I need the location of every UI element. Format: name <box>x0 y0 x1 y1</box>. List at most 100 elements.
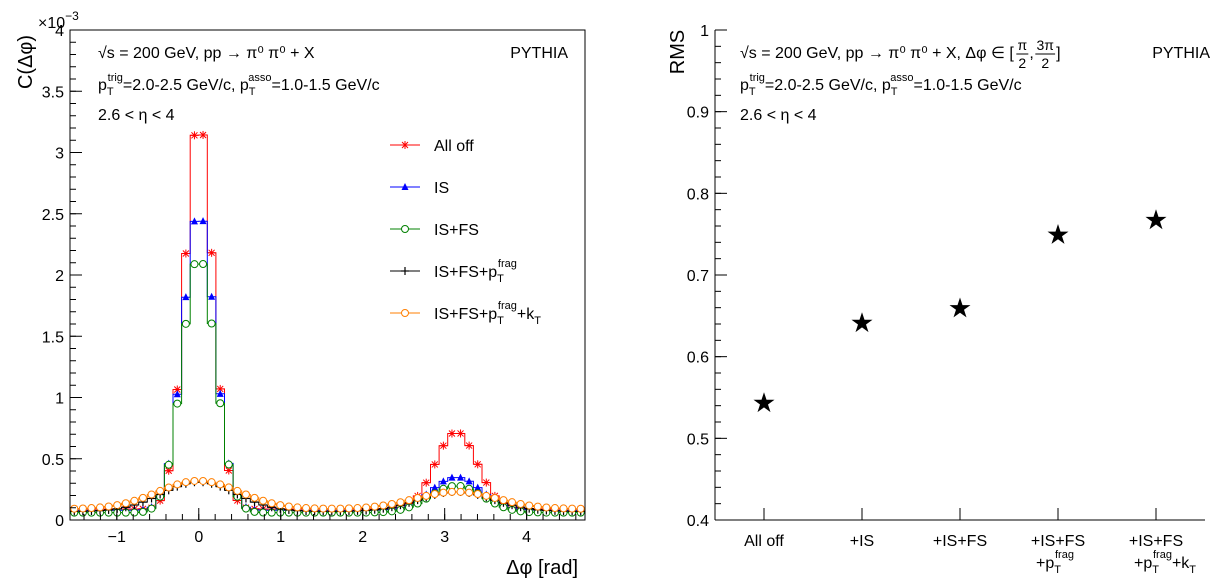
legend-entry-0: All off <box>390 138 474 155</box>
right-x-category-label: +IS+FS <box>1129 533 1183 550</box>
left-legend: All offISIS+FSIS+FS+pTfragIS+FS+pTfrag+k… <box>390 138 541 327</box>
left-series-point <box>413 493 422 502</box>
right-y-tick-label: 1 <box>700 23 709 40</box>
left-series-2 <box>70 259 585 517</box>
legend-label: IS+FS <box>434 222 479 239</box>
left-series-point <box>379 501 388 510</box>
left-series-point <box>499 496 508 505</box>
left-series-point <box>465 442 473 449</box>
rms-point-star <box>753 392 775 413</box>
left-y-tick-label: 0.5 <box>42 452 64 469</box>
left-curves-layer <box>70 130 585 517</box>
right-axes-layer: 0.4 0.5 0.6 0.7 0.8 0.9 1 All off +IS +IS+FS +IS+F… <box>687 23 1205 576</box>
right-x-category-sup: frag <box>1153 549 1172 561</box>
left-series-point <box>362 503 371 512</box>
left-series-point <box>293 503 302 512</box>
left-series-point <box>336 504 345 513</box>
left-x-tick-label: 1 <box>276 529 285 546</box>
left-series-point <box>456 487 465 496</box>
left-series-point <box>550 504 559 513</box>
legend-label-text: IS <box>434 180 449 197</box>
left-series-point <box>216 385 224 393</box>
left-info-line2: pTtrig=2.0-2.5 GeV/c, pTasso=1.0-1.5 GeV… <box>98 72 380 98</box>
left-series-point <box>70 504 79 513</box>
fraction-close-bracket: ] <box>1056 45 1060 62</box>
left-series-point <box>250 493 259 502</box>
legend-label-text: IS+FS+p <box>434 306 497 323</box>
right-y-tick-label: 0.9 <box>687 105 709 122</box>
right-x-category-text: +p <box>1134 555 1152 572</box>
left-series-point <box>353 504 362 513</box>
fraction-denominator: 2 <box>1041 55 1049 71</box>
left-series-point <box>181 478 190 487</box>
right-x-category-sub: T <box>1152 564 1159 576</box>
left-series-point <box>440 442 447 450</box>
left-series-point <box>267 499 276 508</box>
rms-point-star <box>1047 224 1069 244</box>
left-series-point <box>422 491 431 500</box>
legend-entry-1: IS <box>390 180 449 197</box>
left-generator-label: PYTHIA <box>510 45 568 62</box>
legend-entry-4: IS+FS+pTfrag+kT <box>390 300 541 327</box>
right-x-category-label: All off <box>744 533 784 550</box>
left-series-point <box>250 507 259 516</box>
legend-entry-2: IS+FS <box>390 222 479 239</box>
right-x-category-sub: T <box>1189 564 1196 576</box>
left-x-axis-title: Δφ [rad] <box>506 557 578 579</box>
left-y-tick-label: 4 <box>55 23 64 40</box>
right-x-category-sub: T <box>1054 564 1061 576</box>
left-y-tick-label: 2.5 <box>42 207 64 224</box>
left-series-0 <box>70 130 585 513</box>
left-series-point <box>431 483 439 491</box>
left-series-point <box>310 504 319 513</box>
legend-label: IS <box>434 180 449 197</box>
left-y-tick-label: 0 <box>55 513 64 530</box>
left-series-point <box>439 488 448 497</box>
left-y-tick-label: 3 <box>55 146 64 163</box>
left-series-point <box>465 488 474 497</box>
left-x-tick-label: −1 <box>108 529 126 546</box>
right-generator-label: PYTHIA <box>1152 45 1210 62</box>
left-series-point <box>181 319 190 328</box>
left-chart-panel: 0 0.5 1 1.5 2 2.5 3 3.5 4 −1 0 1 2 3 4 C(Δφ) ×10−3 Δφ … <box>15 9 586 579</box>
legend-label-sup: frag <box>498 258 517 270</box>
left-series-point <box>165 467 173 475</box>
left-series-point <box>216 389 224 397</box>
left-series-point <box>474 460 482 468</box>
left-series-point <box>173 399 182 408</box>
left-series-point <box>130 496 139 505</box>
left-series-point <box>576 504 585 513</box>
left-series-point <box>190 260 199 269</box>
right-x-category-rest: +k <box>1172 555 1190 572</box>
left-axes-layer: 0 0.5 1 1.5 2 2.5 3 3.5 4 −1 0 1 2 3 4 <box>42 23 586 546</box>
rms-point-star <box>949 297 971 318</box>
right-points-layer <box>753 209 1167 413</box>
left-series-point <box>482 491 491 500</box>
right-x-category-label-line2: +pTfrag+kT <box>1134 549 1196 576</box>
legend-marker <box>401 225 409 233</box>
left-series-point <box>147 504 156 513</box>
rms-point-star <box>1145 209 1167 230</box>
left-series-point <box>173 386 181 393</box>
legend-marker <box>401 309 409 317</box>
left-info-eta: 2.6 < η < 4 <box>98 107 175 124</box>
left-series-point <box>164 460 173 469</box>
right-y-tick-label: 0.7 <box>687 268 709 285</box>
left-series-point <box>225 467 233 474</box>
left-series-point <box>448 430 456 437</box>
left-series-point <box>121 499 130 508</box>
left-series-point <box>302 504 311 513</box>
left-y-tick-label: 1.5 <box>42 329 64 346</box>
left-series-point <box>370 502 379 511</box>
left-series-point <box>224 483 233 492</box>
right-y-tick-label: 0.6 <box>687 350 709 367</box>
fraction-separator: , <box>1029 45 1033 62</box>
left-series-point <box>104 502 113 511</box>
legend-label-sub: T <box>497 273 504 285</box>
legend-label-sup: frag <box>498 300 517 312</box>
left-series-point <box>199 131 207 139</box>
left-series-point <box>259 496 268 505</box>
left-series-point <box>191 131 198 139</box>
left-series-point <box>559 504 568 513</box>
left-x-tick-label: 0 <box>194 529 203 546</box>
